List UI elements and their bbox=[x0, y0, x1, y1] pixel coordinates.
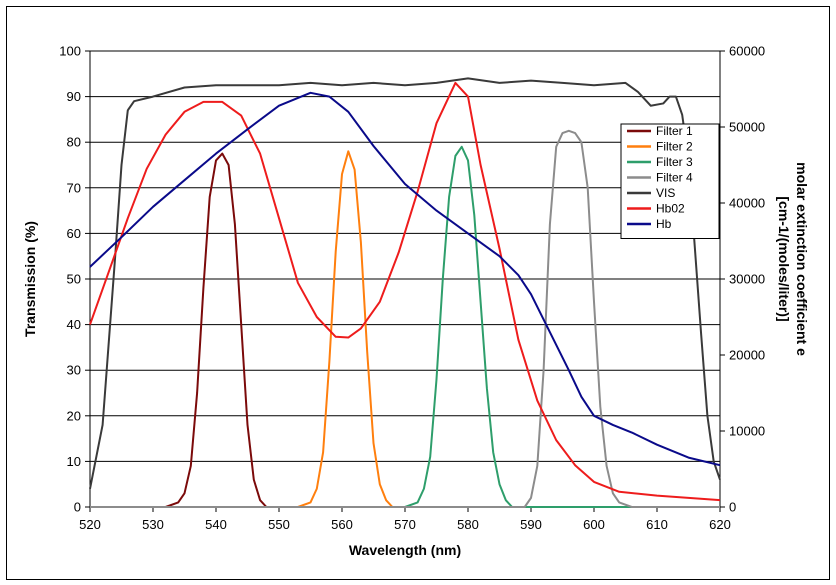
y-left-tick-label: 40 bbox=[67, 317, 81, 332]
y-right-tick-label: 40000 bbox=[729, 196, 765, 211]
legend-label-hb: Hb bbox=[656, 217, 672, 231]
legend-box bbox=[620, 123, 720, 239]
series-line-filter-4 bbox=[90, 129, 720, 508]
chart-frame: 520 530 540 550 560 570 580 590 600 610 620 0 10 20 3… bbox=[6, 6, 830, 580]
x-tick-label: 580 bbox=[457, 517, 479, 532]
y-right-tick-label: 30000 bbox=[729, 272, 765, 287]
y-left-tick-label: 70 bbox=[67, 180, 81, 195]
x-tick-label: 570 bbox=[394, 517, 416, 532]
y-left-tick-label: 30 bbox=[67, 363, 81, 378]
series-line-hb bbox=[89, 91, 721, 467]
legend-label-filter-1: Filter 1 bbox=[656, 124, 693, 138]
y-axis-left-title: Transmission (%) bbox=[22, 221, 38, 337]
y-right-tick-label: 60000 bbox=[729, 44, 765, 59]
x-tick-label: 610 bbox=[646, 517, 668, 532]
x-tick-label: 520 bbox=[79, 517, 101, 532]
x-tick-label: 590 bbox=[520, 517, 542, 532]
x-tick-label: 530 bbox=[142, 517, 164, 532]
legend-label-filter-4: Filter 4 bbox=[656, 171, 693, 185]
series-line-filter-3 bbox=[90, 145, 720, 508]
y-right-tick-label: 10000 bbox=[729, 424, 765, 439]
y-right-tick-label: 50000 bbox=[729, 120, 765, 135]
y-axis-right: 0 10000 20000 30000 40000 50000 60000 bbox=[720, 44, 765, 515]
y-right-tick-label: 0 bbox=[729, 500, 736, 515]
legend-label-vis: VIS bbox=[656, 186, 675, 200]
y-left-tick-label: 60 bbox=[67, 226, 81, 241]
y-right-tick-label: 20000 bbox=[729, 348, 765, 363]
y-left-tick-label: 20 bbox=[67, 408, 81, 423]
series-layer bbox=[89, 77, 721, 508]
x-tick-label: 560 bbox=[331, 517, 353, 532]
y-left-tick-label: 90 bbox=[67, 89, 81, 104]
y-left-tick-label: 50 bbox=[67, 272, 81, 287]
legend-label-hb02: Hb02 bbox=[656, 202, 685, 216]
transmission-chart: 520 530 540 550 560 570 580 590 600 610 620 010203… bbox=[22, 44, 810, 559]
x-tick-label: 540 bbox=[205, 517, 227, 532]
y-axis-right-title-line2: [cm-1/(moles/liter)] bbox=[776, 196, 792, 321]
y-axis-left: 0 10 20 30 40 50 60 70 80 90 100 bbox=[59, 44, 90, 515]
legend-label-filter-3: Filter 3 bbox=[656, 155, 693, 169]
legend-label-filter-2: Filter 2 bbox=[656, 140, 693, 154]
y-left-tick-label: 0 bbox=[74, 500, 81, 515]
series-line-filter-2 bbox=[90, 150, 720, 508]
x-axis: 520 530 540 550 560 570 580 590 600 610 620 bbox=[79, 507, 731, 532]
series-line-hb02 bbox=[89, 81, 721, 502]
y-left-tick-label: 80 bbox=[67, 135, 81, 150]
y-left-tick-label: 10 bbox=[67, 454, 81, 469]
y-axis-right-title-line1: molar extinction coefficient e bbox=[794, 162, 810, 356]
x-tick-label: 620 bbox=[709, 517, 731, 532]
y-left-tick-label: 100 bbox=[59, 44, 81, 59]
x-tick-label: 550 bbox=[268, 517, 290, 532]
x-axis-title: Wavelength (nm) bbox=[349, 542, 461, 558]
series-line-filter-1 bbox=[90, 152, 720, 508]
x-tick-label: 600 bbox=[583, 517, 605, 532]
